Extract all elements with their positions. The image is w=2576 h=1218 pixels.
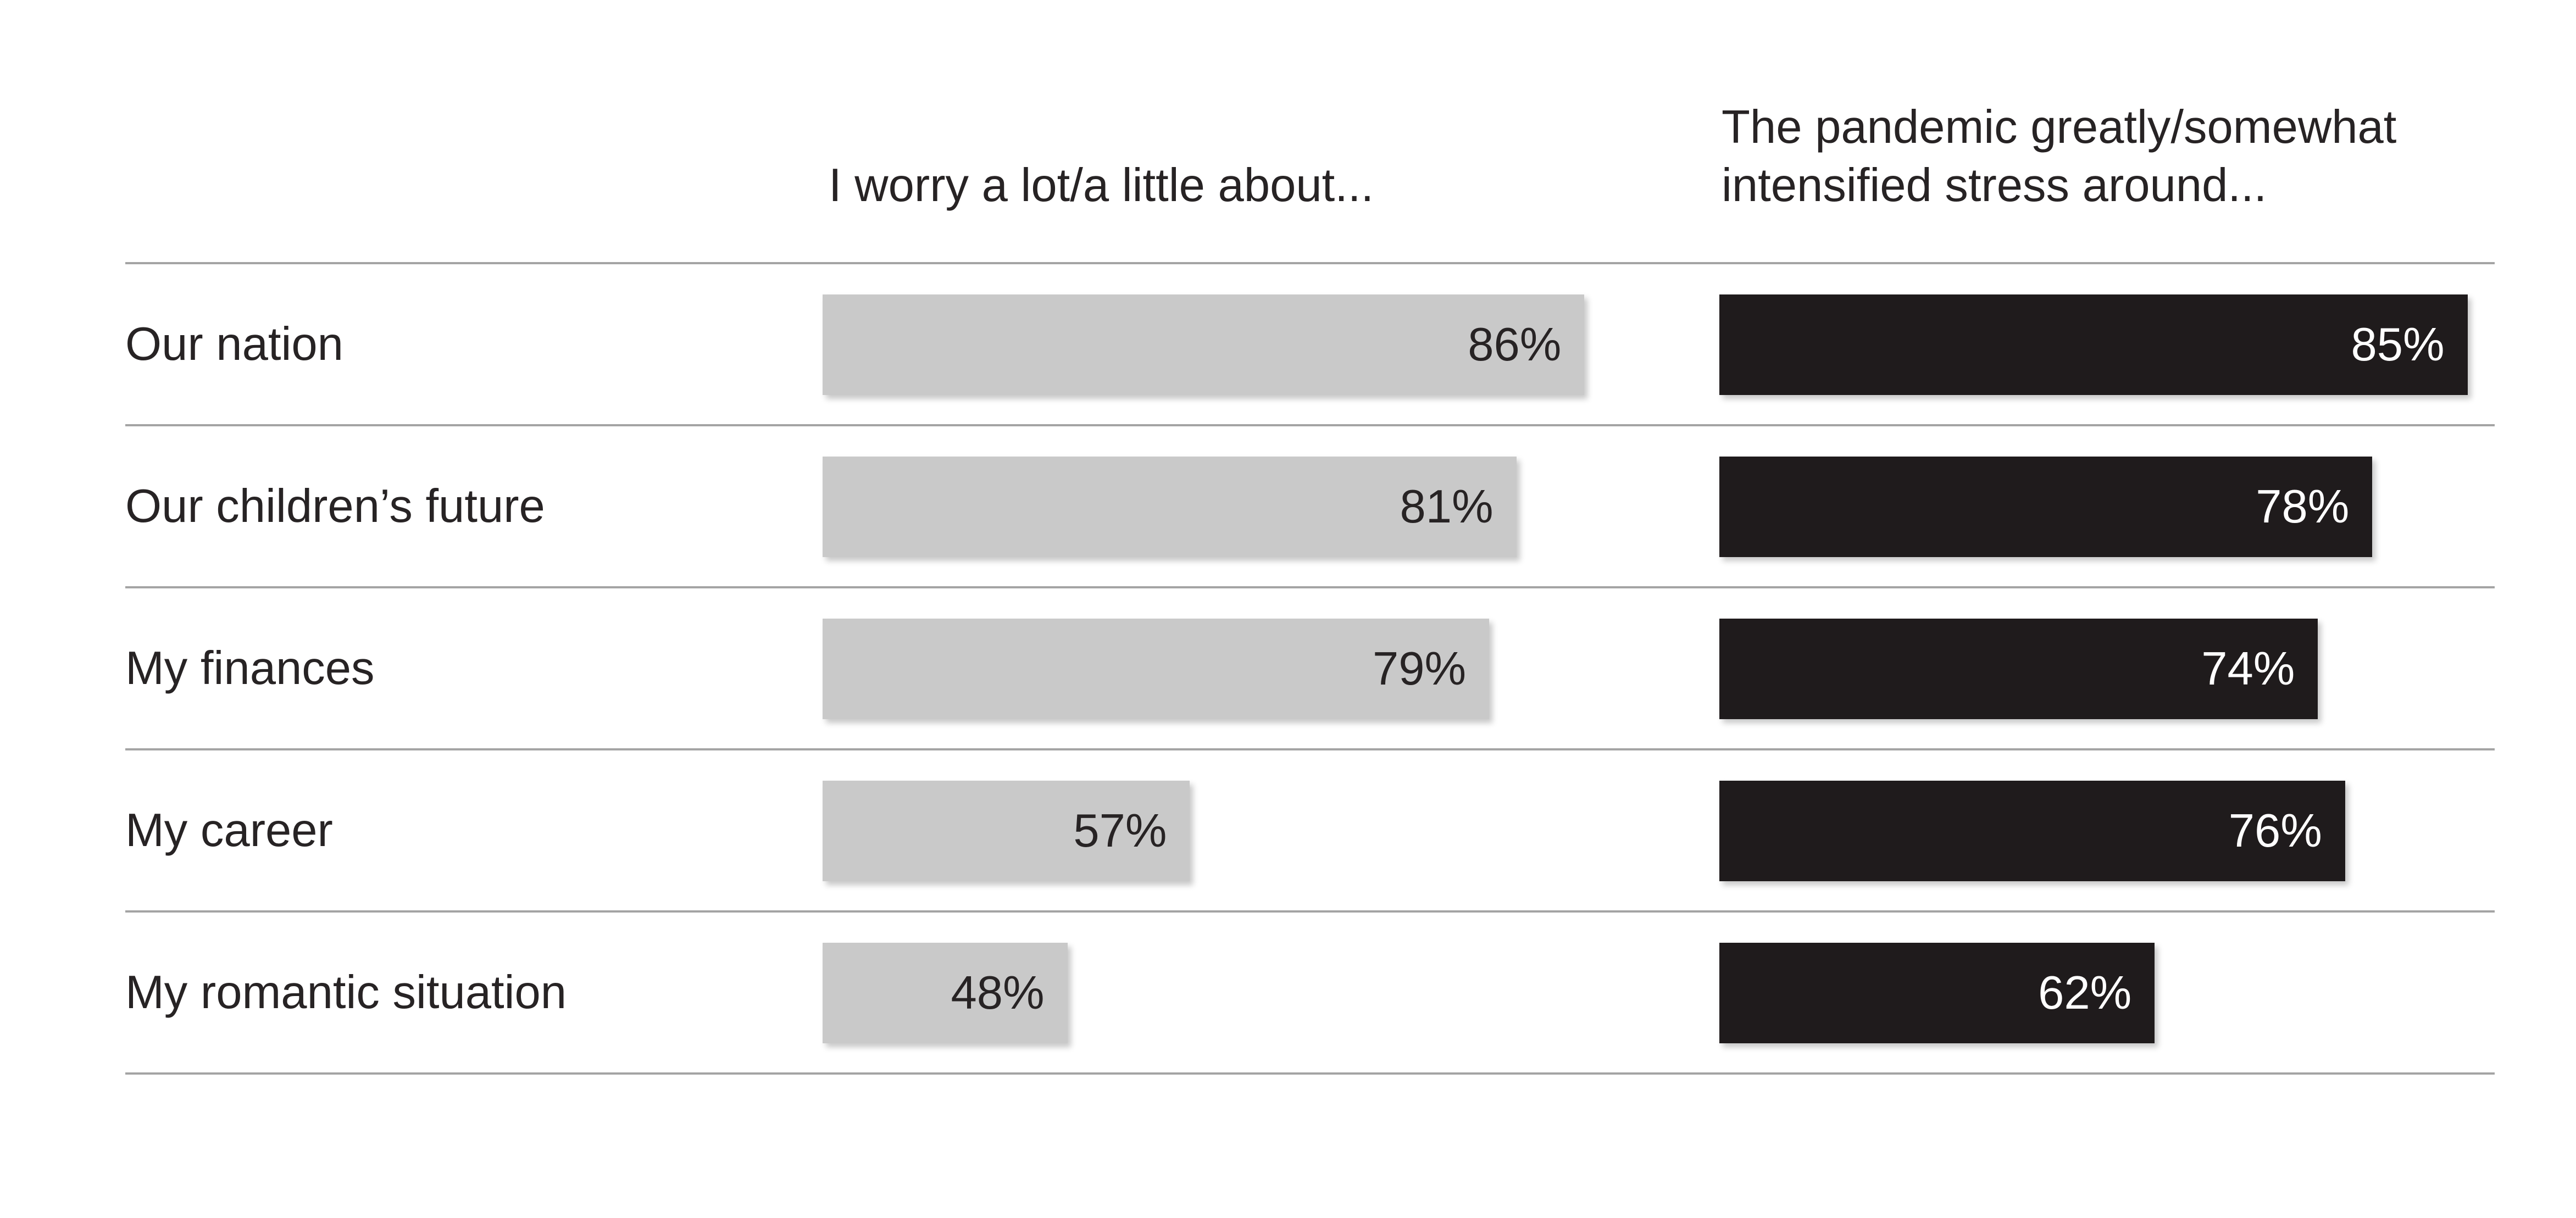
pandemic-bar-track: 74% bbox=[1719, 619, 2576, 719]
chart-row: Our nation 86% 85% bbox=[125, 264, 2495, 426]
chart-row: My finances 79% 74% bbox=[125, 588, 2495, 750]
column-header-worry: I worry a lot/a little about... bbox=[829, 157, 1374, 215]
worry-bar-track: 57% bbox=[823, 781, 1775, 881]
column-header-pandemic: The pandemic greatly/somewhat intensifie… bbox=[1722, 98, 2396, 215]
pandemic-bar: 62% bbox=[1719, 943, 2155, 1043]
bar-value-label: 62% bbox=[2038, 966, 2132, 1019]
worry-bar: 81% bbox=[823, 457, 1517, 557]
worry-bar: 48% bbox=[823, 943, 1068, 1043]
pandemic-bar: 76% bbox=[1719, 781, 2345, 881]
worry-bar-track: 86% bbox=[823, 294, 1775, 395]
column-header-pandemic-line-1: The pandemic greatly/somewhat bbox=[1722, 101, 2397, 153]
pandemic-bar: 78% bbox=[1719, 457, 2373, 557]
pandemic-bar: 85% bbox=[1719, 294, 2468, 395]
chart-rows: Our nation 86% 85% Our children’s future 81%… bbox=[125, 264, 2495, 1075]
worry-bar: 86% bbox=[823, 294, 1585, 395]
pandemic-bar-track: 76% bbox=[1719, 781, 2576, 881]
category-label: My romantic situation bbox=[125, 966, 567, 1019]
worry-bar-track: 79% bbox=[823, 619, 1775, 719]
column-header-pandemic-line-2: intensified stress around... bbox=[1722, 159, 2267, 212]
pandemic-bar: 74% bbox=[1719, 619, 2318, 719]
chart-header: I worry a lot/a little about... The pand… bbox=[125, 0, 2495, 264]
chart-row: My career 57% 76% bbox=[125, 750, 2495, 913]
worry-bar: 57% bbox=[823, 781, 1190, 881]
pandemic-bar-track: 62% bbox=[1719, 943, 2576, 1043]
bar-value-label: 81% bbox=[1400, 480, 1494, 533]
worry-bar-track: 48% bbox=[823, 943, 1775, 1043]
bar-value-label: 76% bbox=[2228, 804, 2322, 857]
worry-bar-track: 81% bbox=[823, 457, 1775, 557]
category-label: My finances bbox=[125, 642, 375, 694]
chart-row: My romantic situation 48% 62% bbox=[125, 913, 2495, 1075]
worry-bar: 79% bbox=[823, 619, 1490, 719]
chart-row: Our children’s future 81% 78% bbox=[125, 426, 2495, 588]
category-label: Our nation bbox=[125, 318, 343, 370]
bar-value-label: 85% bbox=[2351, 318, 2445, 371]
column-header-worry-line: I worry a lot/a little about... bbox=[829, 159, 1374, 212]
bar-value-label: 74% bbox=[2201, 642, 2295, 695]
bar-value-label: 79% bbox=[1372, 642, 1467, 695]
bar-value-label: 48% bbox=[951, 966, 1045, 1019]
category-label: Our children’s future bbox=[125, 480, 545, 532]
category-label: My career bbox=[125, 804, 333, 857]
bar-value-label: 78% bbox=[2256, 480, 2350, 533]
pandemic-bar-track: 85% bbox=[1719, 294, 2576, 395]
bar-value-label: 57% bbox=[1073, 804, 1167, 857]
stress-worry-chart: I worry a lot/a little about... The pand… bbox=[125, 0, 2495, 1075]
pandemic-bar-track: 78% bbox=[1719, 457, 2576, 557]
bar-value-label: 86% bbox=[1468, 318, 1562, 371]
